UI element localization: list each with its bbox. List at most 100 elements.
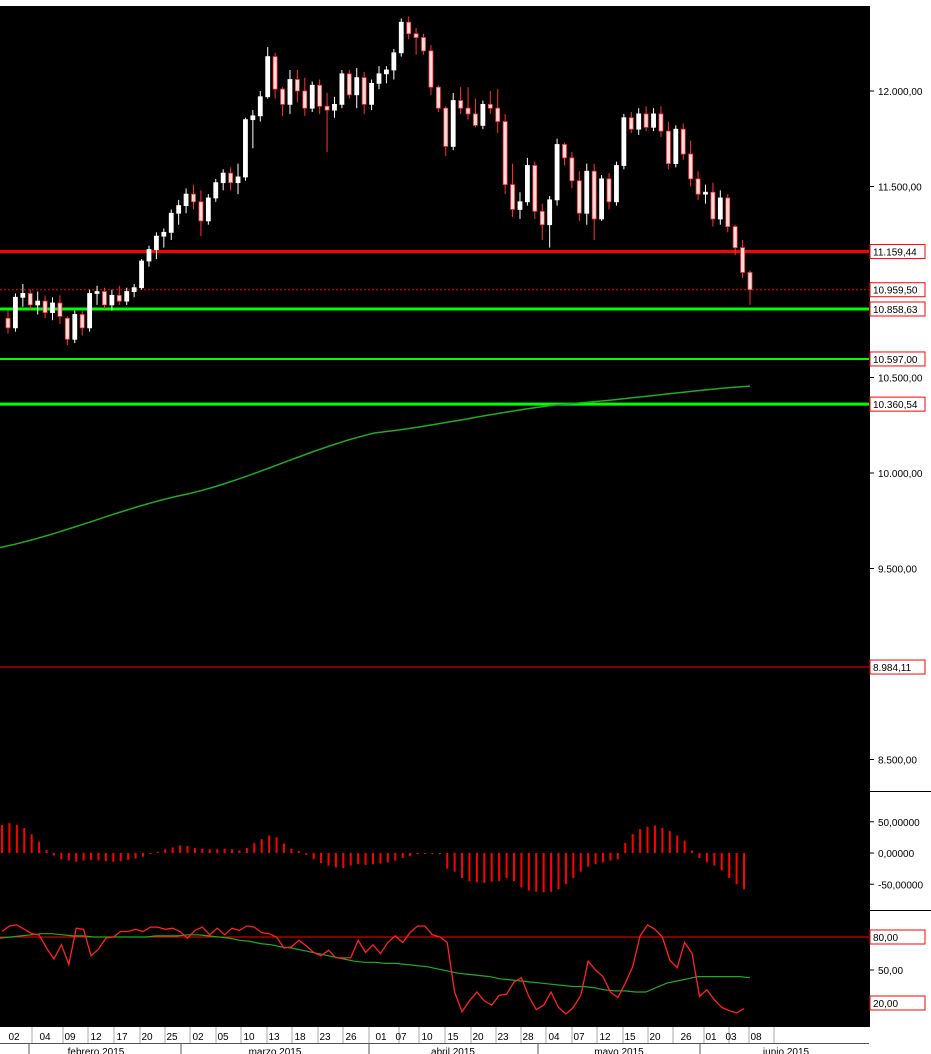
macd-bar xyxy=(461,853,464,878)
macd-bar xyxy=(728,853,731,878)
candle-body xyxy=(131,287,137,292)
candle-body xyxy=(287,79,293,105)
candle-body xyxy=(361,77,367,105)
macd-bar xyxy=(646,826,649,853)
candle-body xyxy=(665,130,671,164)
candle xyxy=(369,79,374,111)
candle-body xyxy=(487,103,493,109)
candle-body xyxy=(450,100,456,147)
candle xyxy=(584,163,590,225)
macd-bar xyxy=(564,853,567,885)
candle-body xyxy=(628,117,634,130)
svg-text:10.858,63: 10.858,63 xyxy=(873,305,918,316)
macd-bar xyxy=(409,853,412,857)
candle xyxy=(131,283,137,298)
price-level-label: 10.959,50 xyxy=(869,282,926,298)
candle-body xyxy=(354,77,360,96)
candle xyxy=(228,167,234,191)
macd-bar xyxy=(127,853,130,860)
candle xyxy=(554,138,560,206)
candle-body xyxy=(228,172,234,184)
macd-bar xyxy=(572,853,575,878)
stochastic-tick-label: 50,00 xyxy=(878,966,903,977)
macd-bar xyxy=(691,850,694,853)
macd-bar xyxy=(156,851,159,853)
candle xyxy=(361,71,367,114)
candle-body xyxy=(57,302,63,317)
date-tick-label: 26 xyxy=(345,1032,357,1043)
candle xyxy=(220,169,226,191)
macd-bar xyxy=(668,831,671,853)
candle xyxy=(502,113,508,195)
candle xyxy=(391,48,397,80)
candle-body xyxy=(703,191,708,195)
macd-panel-background xyxy=(0,792,869,910)
macd-bar xyxy=(720,853,723,871)
svg-text:11.159,44: 11.159,44 xyxy=(873,248,917,259)
candle xyxy=(547,196,553,248)
macd-bar xyxy=(305,853,308,855)
candle xyxy=(265,47,271,99)
candle-body xyxy=(525,165,530,203)
candle-body xyxy=(369,82,374,105)
candle-body xyxy=(569,157,575,182)
candle xyxy=(695,171,701,200)
candle-body xyxy=(309,84,315,109)
candle-body xyxy=(717,197,723,220)
date-tick-label: 04 xyxy=(39,1032,51,1043)
candle xyxy=(591,163,597,240)
macd-bar xyxy=(201,848,204,853)
svg-text:80,00: 80,00 xyxy=(873,933,898,944)
candle xyxy=(435,85,441,113)
candle-body xyxy=(406,21,412,35)
svg-text:10.959,50: 10.959,50 xyxy=(873,286,918,297)
candle xyxy=(339,69,345,109)
candle-body xyxy=(747,272,753,291)
macd-bar xyxy=(743,853,745,890)
date-tick-label: 01 xyxy=(705,1032,717,1043)
candle xyxy=(280,87,285,116)
macd-bar xyxy=(52,853,55,856)
candle-body xyxy=(42,300,48,313)
candle-body xyxy=(398,21,404,54)
macd-bar xyxy=(609,853,612,861)
date-tick-label: 01 xyxy=(375,1032,387,1043)
candle-body xyxy=(636,113,642,130)
macd-bar xyxy=(401,853,404,858)
stochastic-d-line xyxy=(0,933,751,993)
candle xyxy=(332,96,337,118)
candle xyxy=(473,98,478,128)
candle-body xyxy=(532,165,538,212)
date-tick-label: 15 xyxy=(447,1032,459,1043)
candle-body xyxy=(302,90,308,109)
candle xyxy=(658,106,664,137)
candle-body xyxy=(465,107,471,115)
candle xyxy=(272,52,278,99)
candle-body xyxy=(732,226,738,249)
candle-body xyxy=(72,314,78,340)
candle-body xyxy=(517,201,523,210)
candle xyxy=(13,293,18,332)
candle xyxy=(243,117,248,181)
macd-bar xyxy=(141,853,144,857)
macd-bar xyxy=(653,825,656,853)
candle-body xyxy=(272,56,278,90)
date-tick-label: 26 xyxy=(680,1032,692,1043)
macd-bar xyxy=(112,853,115,862)
svg-text:20,00: 20,00 xyxy=(873,999,898,1010)
month-label: junio 2015 xyxy=(762,1047,810,1054)
macd-bar xyxy=(260,839,263,853)
candle-body xyxy=(673,128,679,164)
candle-body xyxy=(13,296,18,329)
candle xyxy=(183,188,189,214)
macd-bar xyxy=(490,853,493,882)
candle-body xyxy=(213,182,219,199)
macd-tick-label: 0,00000 xyxy=(878,849,915,860)
candle xyxy=(747,270,753,305)
macd-bar xyxy=(119,853,122,862)
date-tick-label: 07 xyxy=(573,1032,585,1043)
date-tick-label: 25 xyxy=(166,1032,178,1043)
price-level-label: 11.159,44 xyxy=(869,244,926,260)
candle-body xyxy=(658,113,664,132)
macd-bar xyxy=(149,853,152,855)
